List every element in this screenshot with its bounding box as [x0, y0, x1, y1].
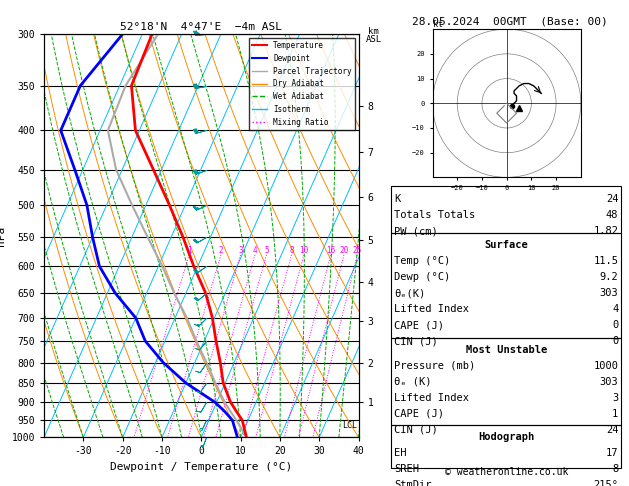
Text: Lifted Index: Lifted Index: [394, 393, 469, 403]
Text: EH: EH: [394, 448, 407, 458]
Text: K: K: [394, 194, 401, 205]
Text: 11.5: 11.5: [593, 256, 618, 266]
Text: PW (cm): PW (cm): [394, 226, 438, 237]
Text: 215°: 215°: [593, 480, 618, 486]
Text: 25: 25: [353, 246, 362, 255]
Text: CIN (J): CIN (J): [394, 336, 438, 347]
Text: 24: 24: [606, 194, 618, 205]
Text: 303: 303: [599, 288, 618, 298]
Text: 3: 3: [238, 246, 243, 255]
Text: Temp (°C): Temp (°C): [394, 256, 450, 266]
Text: 0: 0: [612, 336, 618, 347]
Text: θₑ(K): θₑ(K): [394, 288, 426, 298]
Text: 2: 2: [219, 246, 223, 255]
X-axis label: Dewpoint / Temperature (°C): Dewpoint / Temperature (°C): [110, 462, 292, 472]
Text: SREH: SREH: [394, 464, 420, 474]
Text: LCL: LCL: [342, 421, 357, 430]
Text: 303: 303: [599, 377, 618, 387]
Text: 4: 4: [612, 304, 618, 314]
Legend: Temperature, Dewpoint, Parcel Trajectory, Dry Adiabat, Wet Adiabat, Isotherm, Mi: Temperature, Dewpoint, Parcel Trajectory…: [248, 38, 355, 130]
Text: Dewp (°C): Dewp (°C): [394, 272, 450, 282]
Text: Most Unstable: Most Unstable: [465, 345, 547, 355]
Text: 17: 17: [606, 448, 618, 458]
Text: 5: 5: [264, 246, 269, 255]
Text: kt: kt: [433, 20, 443, 29]
Text: Lifted Index: Lifted Index: [394, 304, 469, 314]
Y-axis label: hPa: hPa: [0, 226, 6, 246]
Text: 28.05.2024  00GMT  (Base: 00): 28.05.2024 00GMT (Base: 00): [411, 16, 608, 26]
Text: 16: 16: [326, 246, 335, 255]
Text: 4: 4: [253, 246, 257, 255]
Text: θₑ (K): θₑ (K): [394, 377, 432, 387]
Text: 24: 24: [606, 425, 618, 435]
Text: 1: 1: [187, 246, 191, 255]
Title: 52°18'N  4°47'E  −4m ASL: 52°18'N 4°47'E −4m ASL: [120, 22, 282, 32]
Text: 3: 3: [612, 393, 618, 403]
Text: 8: 8: [612, 464, 618, 474]
Text: CAPE (J): CAPE (J): [394, 320, 444, 330]
Text: ASL: ASL: [365, 35, 382, 44]
Text: 1.82: 1.82: [593, 226, 618, 237]
Text: Totals Totals: Totals Totals: [394, 210, 476, 221]
Text: 9.2: 9.2: [599, 272, 618, 282]
Text: Surface: Surface: [484, 240, 528, 250]
Text: 10: 10: [299, 246, 308, 255]
Text: 48: 48: [606, 210, 618, 221]
Text: StmDir: StmDir: [394, 480, 432, 486]
Text: Hodograph: Hodograph: [478, 432, 535, 442]
Text: 20: 20: [339, 246, 348, 255]
Text: CAPE (J): CAPE (J): [394, 409, 444, 419]
Text: km: km: [368, 27, 379, 36]
Text: 1: 1: [612, 409, 618, 419]
Text: Pressure (mb): Pressure (mb): [394, 361, 476, 371]
Text: CIN (J): CIN (J): [394, 425, 438, 435]
Text: 1000: 1000: [593, 361, 618, 371]
Text: 0: 0: [612, 320, 618, 330]
Text: © weatheronline.co.uk: © weatheronline.co.uk: [445, 467, 568, 477]
Text: 8: 8: [289, 246, 294, 255]
